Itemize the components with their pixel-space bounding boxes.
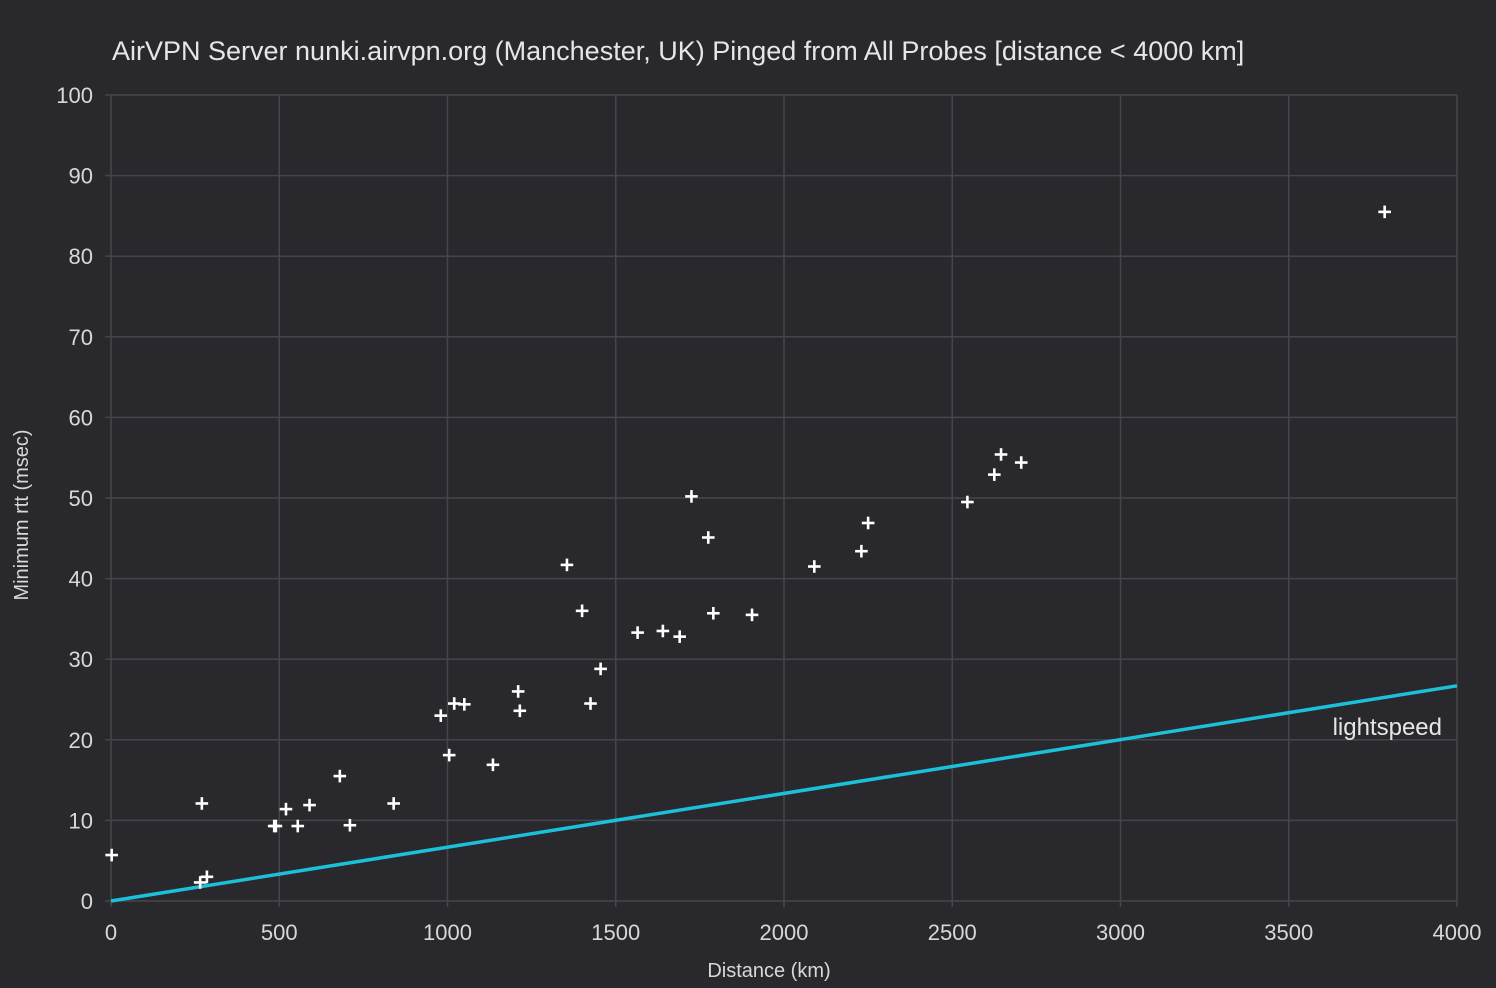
y-tick-label: 40 [69,567,93,592]
y-tick-label: 50 [69,486,93,511]
grid-lines [105,94,1458,907]
y-tick-label: 90 [69,164,93,189]
data-point [1014,456,1028,469]
data-point [200,870,214,884]
y-tick-label: 100 [56,83,93,108]
lightspeed-label: lightspeed [1333,714,1442,741]
x-tick-label: 2000 [760,920,809,945]
data-point [988,468,1001,481]
data-point [861,516,875,530]
data-point [513,704,527,718]
data-point [745,608,759,622]
data-point [560,558,574,572]
data-point [1378,205,1391,219]
data-point [673,630,686,643]
data-point [105,848,118,862]
x-tick-label: 3500 [1264,920,1313,945]
x-axis-ticks: 0 500 1000 1500 2000 2500 3000 3500 4000 [105,920,1482,945]
lightspeed-line [110,684,1458,903]
y-tick-label: 70 [69,325,93,350]
data-point [961,495,974,509]
x-tick-label: 1500 [591,920,640,945]
data-point [486,758,500,772]
data-point [343,818,357,832]
data-point [195,797,209,810]
y-tick-label: 80 [69,244,93,269]
y-tick-label: 60 [69,405,93,430]
lightspeed-layer: lightspeed [110,684,1458,903]
y-axis-label: Minimum rtt (msec) [11,429,33,600]
data-point [447,697,461,710]
data-point [442,748,456,762]
data-point [575,604,589,618]
x-tick-label: 2500 [928,920,977,945]
data-point [193,876,207,889]
data-point [269,819,283,833]
data-point [387,797,400,810]
x-tick-label: 500 [261,920,298,945]
chart-title: AirVPN Server nunki.airvpn.org (Manchest… [112,36,1244,66]
data-point [434,709,448,722]
y-tick-label: 0 [81,889,93,914]
data-point [333,769,347,783]
data-point [685,490,698,503]
data-point [594,662,607,676]
data-point [807,560,821,573]
data-point [458,698,471,711]
data-point [994,448,1008,461]
y-axis-ticks: 0 10 20 30 40 50 60 70 80 90 100 [56,83,93,914]
y-tick-label: 20 [69,728,93,753]
y-tick-label: 10 [69,808,93,833]
data-point [291,819,305,833]
x-tick-label: 4000 [1433,920,1482,945]
x-tick-label: 0 [105,920,117,945]
data-point [631,626,644,639]
data-point [707,606,720,620]
y-tick-label: 30 [69,647,93,672]
x-axis-label: Distance (km) [707,960,830,982]
data-point [701,531,715,544]
data-point [303,798,316,812]
data-point [279,802,293,816]
data-point [656,624,670,638]
data-point [855,544,868,558]
data-points [105,205,1391,889]
data-point [584,697,597,710]
data-point [511,685,525,698]
x-tick-label: 3000 [1096,920,1145,945]
x-tick-label: 1000 [423,920,472,945]
